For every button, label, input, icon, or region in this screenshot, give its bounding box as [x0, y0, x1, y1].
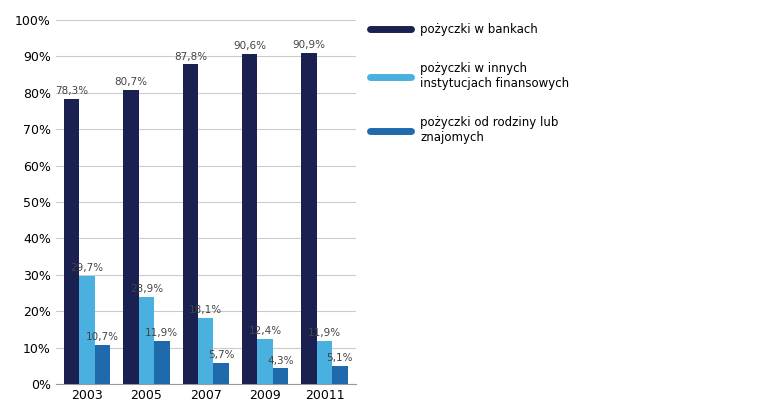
- Bar: [80, 276, 95, 384]
- Text: 11,9%: 11,9%: [145, 328, 178, 338]
- Text: 78,3%: 78,3%: [55, 86, 88, 96]
- Text: 12,4%: 12,4%: [249, 326, 282, 336]
- Bar: [183, 64, 198, 384]
- Text: 87,8%: 87,8%: [174, 52, 207, 62]
- Bar: [154, 341, 169, 384]
- Text: 90,6%: 90,6%: [233, 41, 266, 51]
- Text: 11,9%: 11,9%: [308, 328, 341, 338]
- Legend: pożyczki w bankach, pożyczki w innych
instytucjach finansowych, pożyczki od rodz: pożyczki w bankach, pożyczki w innych in…: [365, 19, 574, 149]
- Bar: [317, 341, 332, 384]
- Text: 29,7%: 29,7%: [71, 263, 104, 273]
- Text: 5,1%: 5,1%: [326, 353, 353, 363]
- Bar: [213, 363, 229, 384]
- Bar: [95, 345, 110, 384]
- Text: 23,9%: 23,9%: [130, 284, 163, 294]
- Bar: [257, 339, 272, 384]
- Bar: [198, 318, 213, 384]
- Text: 90,9%: 90,9%: [293, 40, 326, 50]
- Text: 10,7%: 10,7%: [86, 332, 119, 342]
- Bar: [124, 90, 139, 384]
- Bar: [272, 369, 288, 384]
- Bar: [301, 53, 317, 384]
- Bar: [139, 297, 154, 384]
- Text: 4,3%: 4,3%: [267, 356, 294, 366]
- Bar: [332, 366, 348, 384]
- Text: 5,7%: 5,7%: [208, 350, 235, 360]
- Bar: [242, 54, 257, 384]
- Text: 18,1%: 18,1%: [189, 305, 222, 315]
- Text: 80,7%: 80,7%: [115, 78, 148, 88]
- Bar: [64, 99, 80, 384]
